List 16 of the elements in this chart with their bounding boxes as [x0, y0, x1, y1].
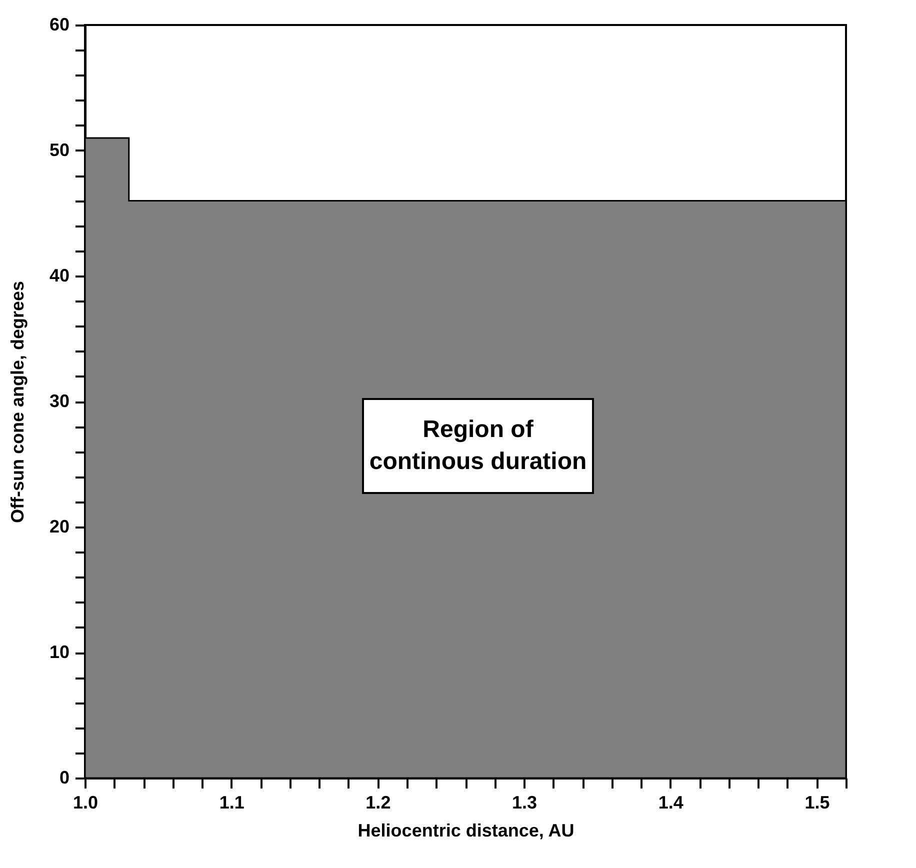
- y-tick-label: 60: [49, 14, 70, 34]
- y-tick-label: 20: [49, 516, 70, 536]
- x-tick-label: 1.1: [219, 792, 244, 812]
- x-tick-label: 1.0: [72, 792, 98, 812]
- x-tick-label: 1.4: [658, 792, 684, 812]
- y-tick-label: 0: [59, 768, 70, 788]
- x-axis-title: Heliocentric distance, AU: [358, 820, 574, 840]
- y-axis-title: Off-sun cone angle, degrees: [7, 280, 28, 524]
- y-tick-label: 10: [49, 642, 70, 662]
- x-tick-label: 1.5: [804, 792, 830, 812]
- y-tick-label: 40: [49, 266, 70, 286]
- x-tick-label: 1.3: [512, 792, 538, 812]
- x-tick-label: 1.2: [366, 792, 391, 812]
- annotation: Region of continous duration: [362, 398, 594, 494]
- y-tick-label: 30: [49, 391, 70, 411]
- y-tick-label: 50: [49, 140, 70, 160]
